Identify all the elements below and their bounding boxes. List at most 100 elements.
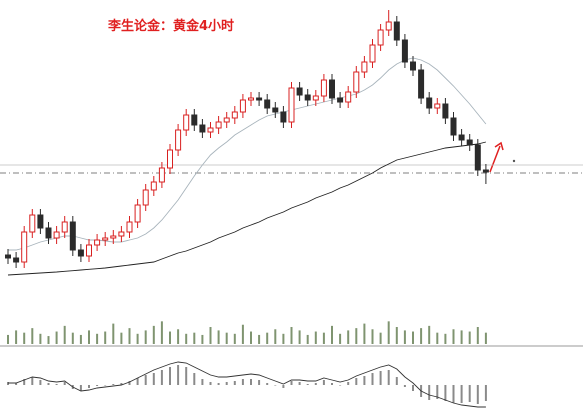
candle-body: [239, 99, 246, 113]
candle-body: [231, 111, 238, 119]
volume-bar: [88, 330, 90, 344]
macd-bar: [185, 367, 188, 385]
candle-body: [142, 189, 149, 206]
candle-body: [466, 139, 473, 146]
volume-bar: [160, 321, 163, 344]
macd-bar: [371, 373, 374, 385]
candle-body: [426, 97, 433, 109]
marker-dot: [512, 159, 516, 163]
macd-bar: [217, 383, 220, 385]
candle-body: [215, 121, 222, 129]
macd-bar: [290, 381, 293, 385]
candle-body: [248, 97, 254, 101]
macd-bar: [7, 382, 9, 385]
volume-bar: [266, 332, 269, 344]
macd-bar: [331, 383, 333, 385]
volume-bar: [306, 334, 309, 344]
macd-bar: [144, 375, 147, 385]
candle-body: [77, 249, 84, 257]
macd-bar: [387, 370, 390, 385]
candle-body: [410, 61, 416, 71]
macd-bar: [363, 376, 366, 385]
volume-bar: [379, 332, 382, 344]
volume-bar: [217, 330, 220, 344]
candle-body: [369, 44, 376, 63]
macd-bar: [241, 379, 244, 385]
candle-body: [86, 244, 92, 257]
candle-body: [110, 235, 117, 239]
macd-bar: [444, 385, 447, 401]
volume-bar: [290, 327, 293, 344]
candle-body: [288, 87, 295, 123]
macd-bar: [169, 367, 171, 385]
candle-body: [393, 21, 400, 41]
macd-bar: [23, 379, 26, 385]
volume-bar: [63, 325, 66, 344]
volume-bar: [347, 330, 350, 344]
macd-bar: [96, 385, 99, 386]
macd-bar: [484, 385, 487, 401]
candle-body: [280, 111, 287, 123]
candle-body: [199, 124, 206, 133]
candle-body: [385, 21, 392, 31]
macd-bar: [39, 380, 42, 385]
volume-bar: [444, 333, 447, 344]
macd-bar: [55, 384, 58, 385]
macd-bar: [355, 378, 358, 385]
volume-bar: [185, 333, 188, 344]
volume-bar: [193, 332, 196, 344]
volume-bar: [371, 329, 374, 344]
volume-bar: [112, 323, 115, 344]
macd-bar: [79, 385, 82, 391]
volume-bar: [339, 333, 342, 344]
macd-bar: [298, 382, 301, 385]
macd-bar: [452, 385, 455, 403]
moving-average: [8, 57, 487, 251]
candle-body: [118, 231, 125, 237]
candle-body: [418, 69, 425, 99]
volume-bar: [420, 328, 423, 344]
volume-bar: [169, 331, 171, 344]
volume-bar: [209, 327, 212, 344]
volume-bar: [120, 332, 123, 344]
candle-body: [337, 97, 344, 103]
candle-body: [126, 221, 133, 233]
macd-bar: [250, 379, 252, 385]
macd-bar: [347, 382, 350, 385]
volume-bar: [484, 332, 487, 344]
candle-body: [223, 117, 230, 123]
volume-bar: [452, 329, 455, 344]
candle-body: [256, 97, 263, 101]
candle-body: [21, 231, 28, 263]
candle-body: [175, 129, 182, 151]
volume-bar: [15, 330, 18, 344]
volume-bar: [355, 328, 358, 344]
volume-bar: [55, 331, 58, 344]
macd-bar: [88, 385, 90, 388]
candle-body: [304, 94, 311, 101]
volume-bar: [144, 330, 147, 344]
volume-bar: [152, 325, 155, 344]
candle-body: [150, 181, 157, 191]
candle-body: [272, 107, 279, 113]
candle-body: [482, 169, 489, 173]
candle-body: [401, 39, 408, 63]
macd-bar: [322, 380, 325, 385]
macd-bar: [47, 383, 50, 385]
macd-bar: [112, 384, 115, 385]
macd-bar: [412, 385, 414, 391]
volume-bar: [314, 331, 317, 344]
macd-bar: [379, 371, 382, 385]
candle-body: [353, 71, 360, 93]
candle-body: [94, 239, 101, 246]
macd-line: [8, 361, 486, 408]
forecast-arrow-head: [494, 141, 504, 151]
macd-bar: [436, 385, 439, 399]
candle-body: [296, 87, 303, 96]
volume-bar: [395, 327, 398, 344]
volume-bar: [387, 321, 390, 344]
candle-body: [5, 254, 11, 259]
candle-body: [345, 91, 352, 103]
volume-bar: [23, 332, 26, 344]
